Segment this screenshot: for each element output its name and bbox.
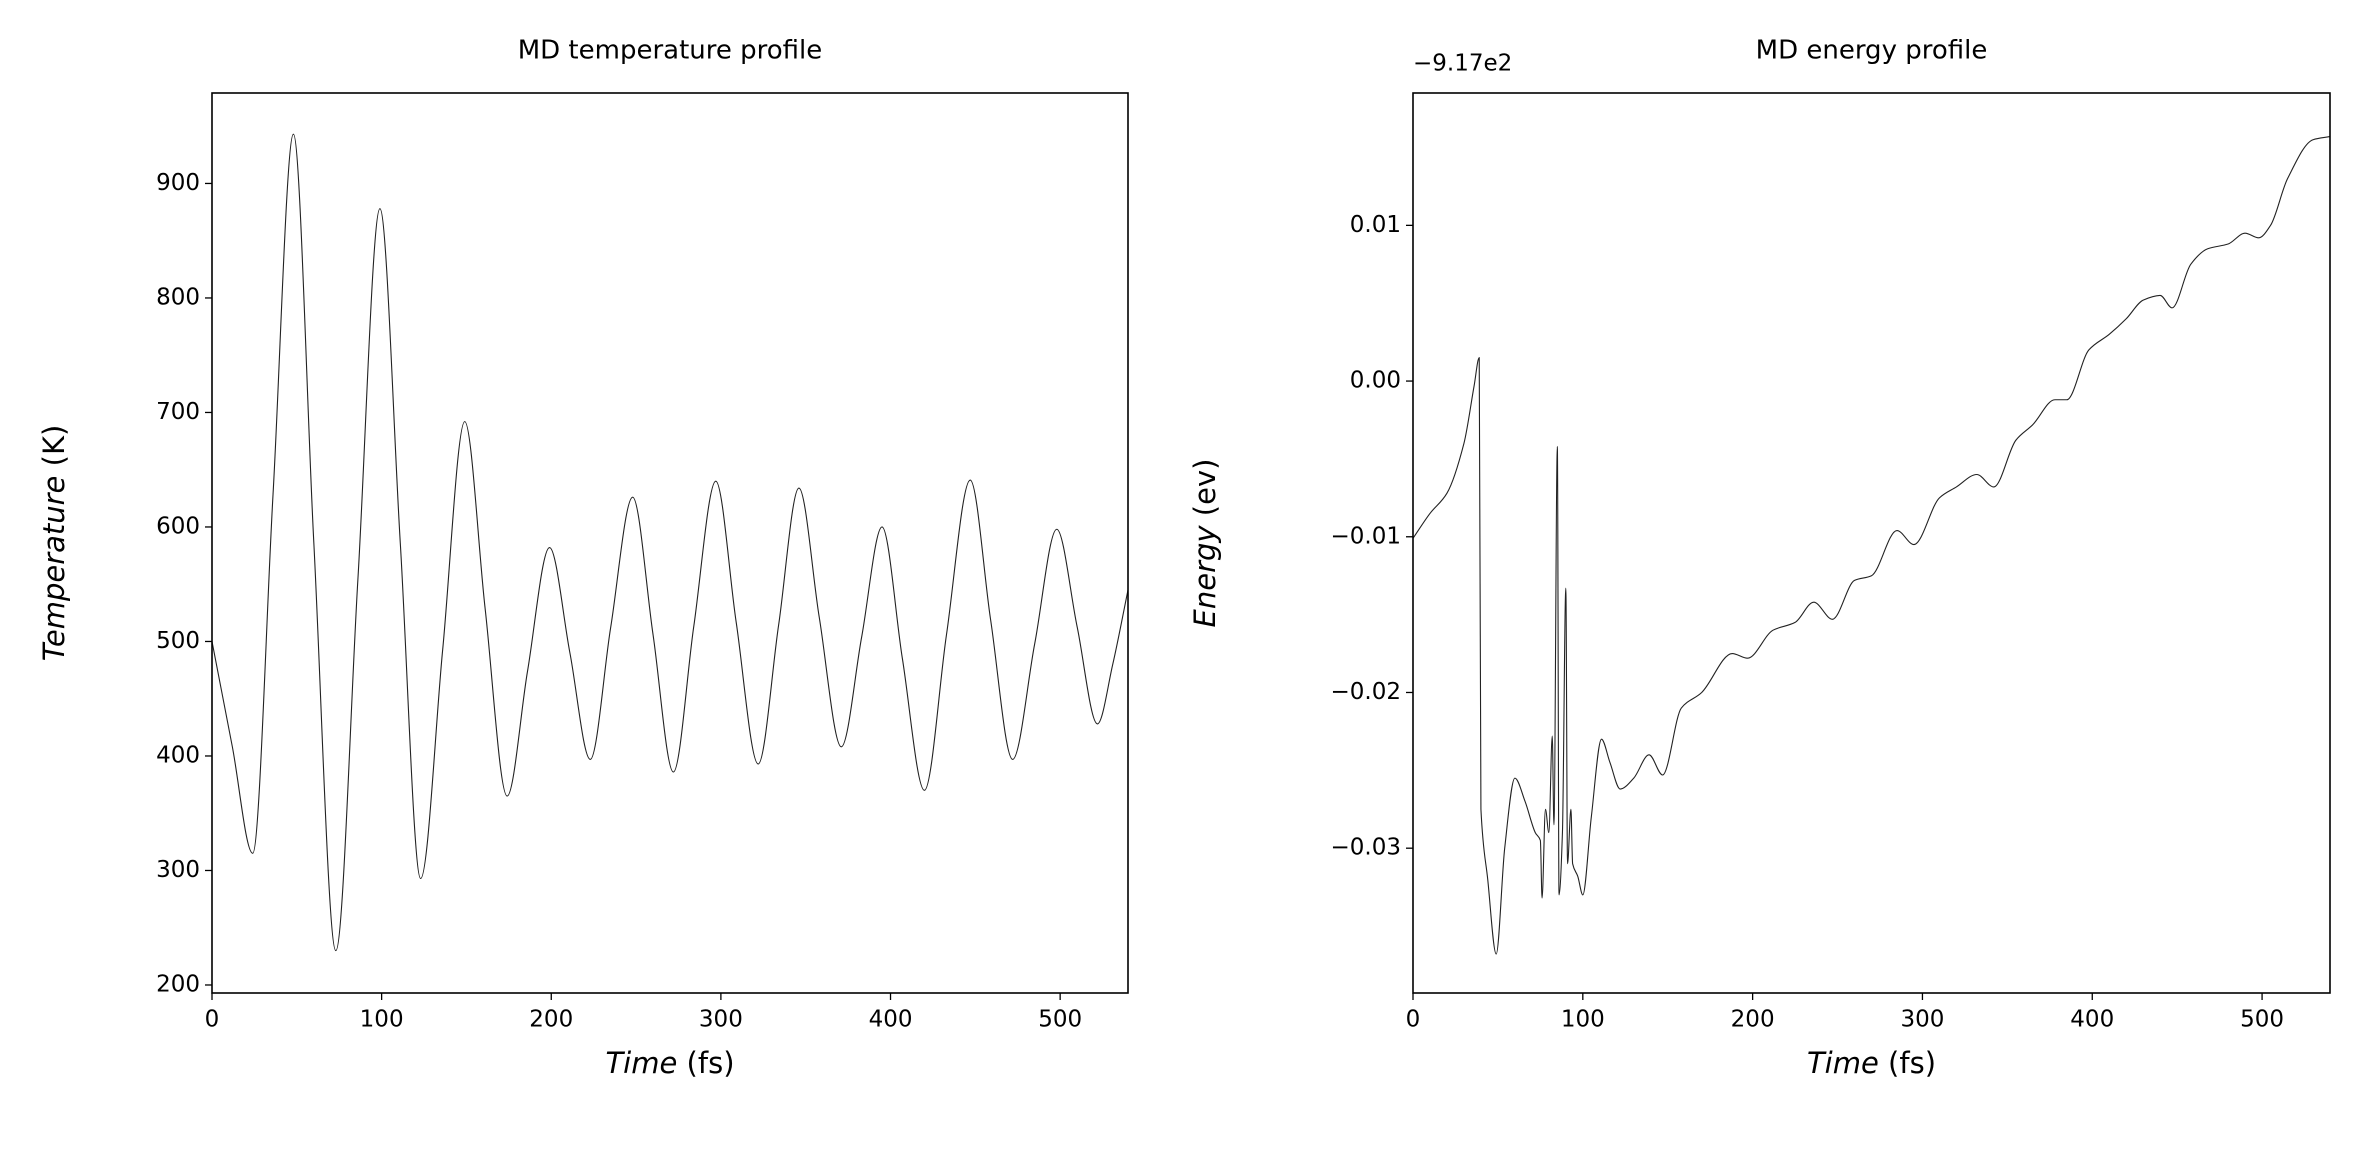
axis-offset: −9.17e2 <box>1413 51 1512 77</box>
y-tick-label: 0.00 <box>1350 368 1401 394</box>
x-tick-label: 0 <box>205 1007 220 1033</box>
x-tick-label: 200 <box>1731 1007 1775 1033</box>
x-tick-label: 300 <box>699 1007 743 1033</box>
chart-title: MD temperature profile <box>518 36 823 66</box>
x-tick-label: 100 <box>1561 1007 1605 1033</box>
y-axis-label: Temperature (K) <box>37 425 71 662</box>
x-tick-label: 500 <box>1038 1007 1082 1033</box>
y-tick-label: −0.01 <box>1331 523 1401 549</box>
y-tick-label: 500 <box>156 628 200 654</box>
x-tick-label: 400 <box>869 1007 913 1033</box>
y-tick-label: 900 <box>156 170 200 196</box>
plot-frame <box>211 92 1129 994</box>
y-tick-label: 700 <box>156 399 200 425</box>
y-tick-label: 600 <box>156 513 200 539</box>
y-axis-label: Energy (ev) <box>1188 459 1222 628</box>
y-tick-label: −0.02 <box>1331 679 1401 705</box>
x-tick-label: 100 <box>360 1007 404 1033</box>
x-tick-label: 500 <box>2240 1007 2284 1033</box>
y-tick-label: 200 <box>156 971 200 997</box>
x-axis-label: Time (fs) <box>605 1046 734 1080</box>
x-tick-label: 0 <box>1406 1007 1421 1033</box>
y-tick-label: 800 <box>156 284 200 310</box>
x-tick-label: 200 <box>529 1007 573 1033</box>
data-line <box>212 133 1128 952</box>
y-tick-label: 300 <box>156 857 200 883</box>
x-axis-label: Time (fs) <box>1807 1046 1936 1080</box>
plot-frame <box>1412 92 2331 994</box>
data-line <box>1413 136 2330 955</box>
y-tick-label: −0.03 <box>1331 835 1401 861</box>
y-tick-label: 400 <box>156 742 200 768</box>
chart-title: MD energy profile <box>1756 36 1988 66</box>
x-tick-label: 300 <box>1900 1007 1944 1033</box>
y-tick-label: 0.01 <box>1350 212 1401 238</box>
x-tick-label: 400 <box>2070 1007 2114 1033</box>
